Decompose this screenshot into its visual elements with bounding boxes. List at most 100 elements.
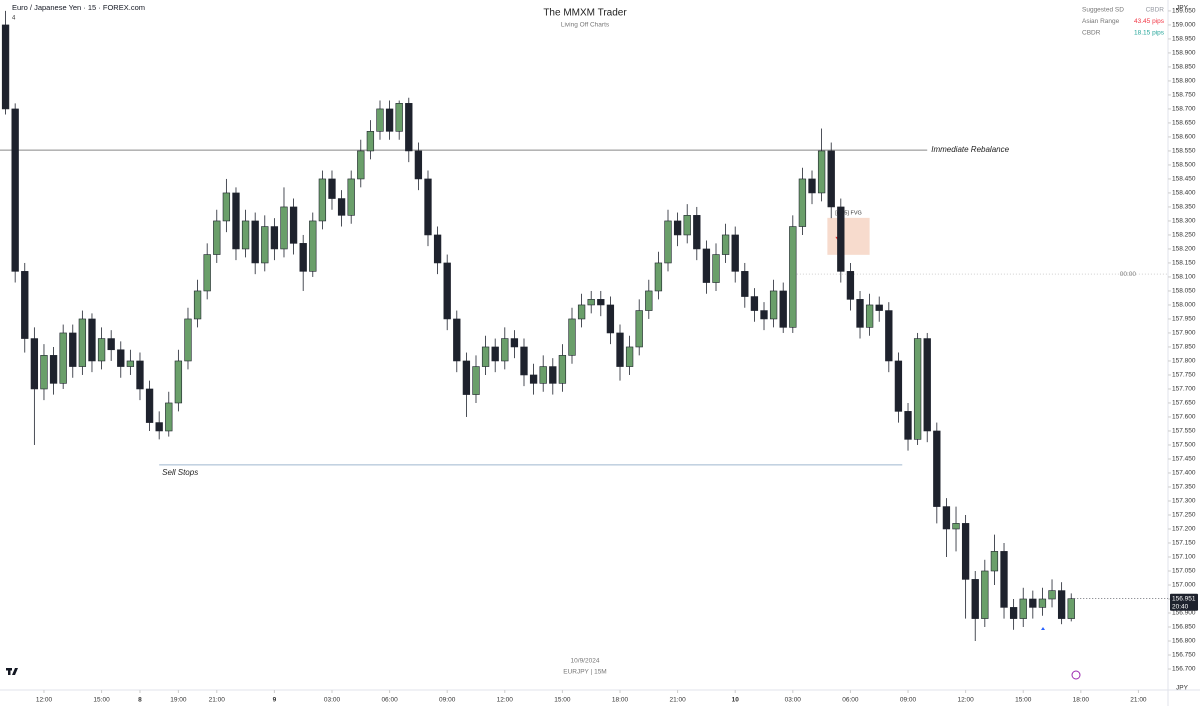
candle-body-down: [673, 220, 682, 236]
candle-body-down: [904, 411, 912, 440]
candle-body-down: [299, 243, 307, 272]
y-tick-label: 156.800: [1172, 638, 1196, 645]
y-tick-label: 157.800: [1172, 358, 1196, 365]
candle-body-up: [1048, 590, 1056, 600]
y-tick-label: 158.800: [1172, 78, 1196, 85]
x-tick-label: 06:00: [381, 697, 398, 704]
event-icon[interactable]: [1071, 670, 1081, 680]
candle-body-down: [1009, 607, 1018, 619]
x-tick-label: 8: [138, 697, 142, 704]
candle-body-up: [126, 360, 135, 367]
candle-body-down: [270, 226, 279, 250]
candle-body-up: [78, 318, 87, 367]
y-tick-label: 157.300: [1172, 498, 1196, 505]
candle-body-down: [289, 206, 298, 244]
y-tick-label: 157.450: [1172, 456, 1196, 463]
candle-body-up: [222, 192, 231, 222]
candle-body-up: [990, 551, 999, 572]
y-tick-label: 158.650: [1172, 120, 1196, 127]
candle-body-down: [971, 579, 979, 619]
chart-title: The MMXM Trader: [543, 8, 627, 19]
x-tick-label: 15:00: [1015, 697, 1032, 704]
x-tick-label: 09:00: [900, 697, 917, 704]
y-tick-label: 158.300: [1172, 218, 1196, 225]
candle-body-up: [165, 402, 173, 432]
candle-body-up: [472, 366, 480, 395]
x-tick-label: 21:00: [209, 697, 226, 704]
candle-body-down: [328, 178, 336, 199]
x-tick-label: 03:00: [785, 697, 802, 704]
y-tick-label: 157.250: [1172, 512, 1196, 519]
candle-body-down: [808, 178, 816, 194]
x-tick-label: 12:00: [36, 697, 53, 704]
chart-subtitle: Living Off Charts: [561, 22, 610, 29]
candle-body-down: [232, 192, 240, 250]
candle-body-down: [616, 332, 624, 367]
candle-body-up: [789, 226, 797, 328]
candle-body-down: [462, 360, 471, 395]
candle-body-down: [846, 271, 855, 300]
y-tick-label: 157.200: [1172, 526, 1196, 533]
y-tick-label: 158.150: [1172, 260, 1196, 267]
candle-body-up: [587, 299, 595, 306]
y-tick-label: 158.750: [1172, 92, 1196, 99]
candle-body-up: [174, 360, 183, 404]
y-tick-label: 157.500: [1172, 442, 1196, 449]
x-tick-label: 12:00: [957, 697, 974, 704]
candle-body-down: [11, 108, 19, 272]
y-tick-label: 157.550: [1172, 428, 1196, 435]
y-tick-label: 158.250: [1172, 232, 1196, 239]
y-tick-label: 159.000: [1172, 22, 1196, 29]
y-tick-label: 157.650: [1172, 400, 1196, 407]
candle-body-down: [117, 349, 125, 367]
candle-body-up: [309, 220, 317, 272]
logo-part: [8, 668, 11, 675]
candle-body-down: [731, 234, 739, 272]
fvg-box: [827, 217, 870, 255]
candle-body-up: [501, 338, 509, 362]
y-tick-label: 159.050: [1172, 8, 1196, 15]
candle-body-down: [1029, 598, 1037, 608]
candle-body-up: [347, 178, 355, 216]
candle-body-up: [625, 346, 634, 367]
candle-body-up: [798, 178, 807, 227]
y-tick-label: 158.700: [1172, 106, 1196, 113]
candle-body-up: [1038, 598, 1047, 608]
candle-body-down: [69, 332, 77, 367]
candle-body-up: [395, 103, 403, 132]
y-tick-label: 157.950: [1172, 316, 1196, 323]
candle-body-down: [136, 360, 144, 390]
info-label: CBDR: [1082, 30, 1101, 37]
y-tick-label: 156.900: [1172, 610, 1196, 617]
x-tick-label: 15:00: [93, 697, 110, 704]
candle-body-down: [88, 318, 96, 362]
y-tick-label: 156.750: [1172, 652, 1196, 659]
candle-body-up: [981, 570, 989, 619]
y-tick-label: 157.350: [1172, 484, 1196, 491]
candle-body-up: [193, 290, 202, 320]
candle-body-down: [433, 234, 442, 264]
y-tick-label: 156.850: [1172, 624, 1196, 631]
candle-body-up: [40, 355, 48, 390]
marker: [1041, 627, 1045, 630]
candle-body-up: [1019, 598, 1027, 619]
y-tick-label: 158.550: [1172, 148, 1196, 155]
candle-body-down: [21, 271, 29, 339]
candle-body-down: [510, 338, 519, 348]
candle-body-down: [443, 262, 451, 320]
x-tick-label: 15:00: [554, 697, 571, 704]
candle-body-up: [241, 220, 250, 250]
y-tick-label: 157.750: [1172, 372, 1196, 379]
candle-body-down: [30, 338, 39, 390]
y-tick-label: 158.350: [1172, 204, 1196, 211]
logo-part: [12, 668, 18, 675]
candle-body-down: [760, 310, 768, 320]
candle-body-down: [414, 150, 423, 180]
level-label: Immediate Rebalance: [931, 145, 1009, 154]
candle-body-down: [961, 523, 970, 580]
y-tick-label: 157.000: [1172, 582, 1196, 589]
candle-body-up: [203, 254, 211, 292]
price-tag-label: 156.951: [1172, 595, 1196, 602]
axis-unit-bottom: JPY: [1176, 685, 1189, 692]
